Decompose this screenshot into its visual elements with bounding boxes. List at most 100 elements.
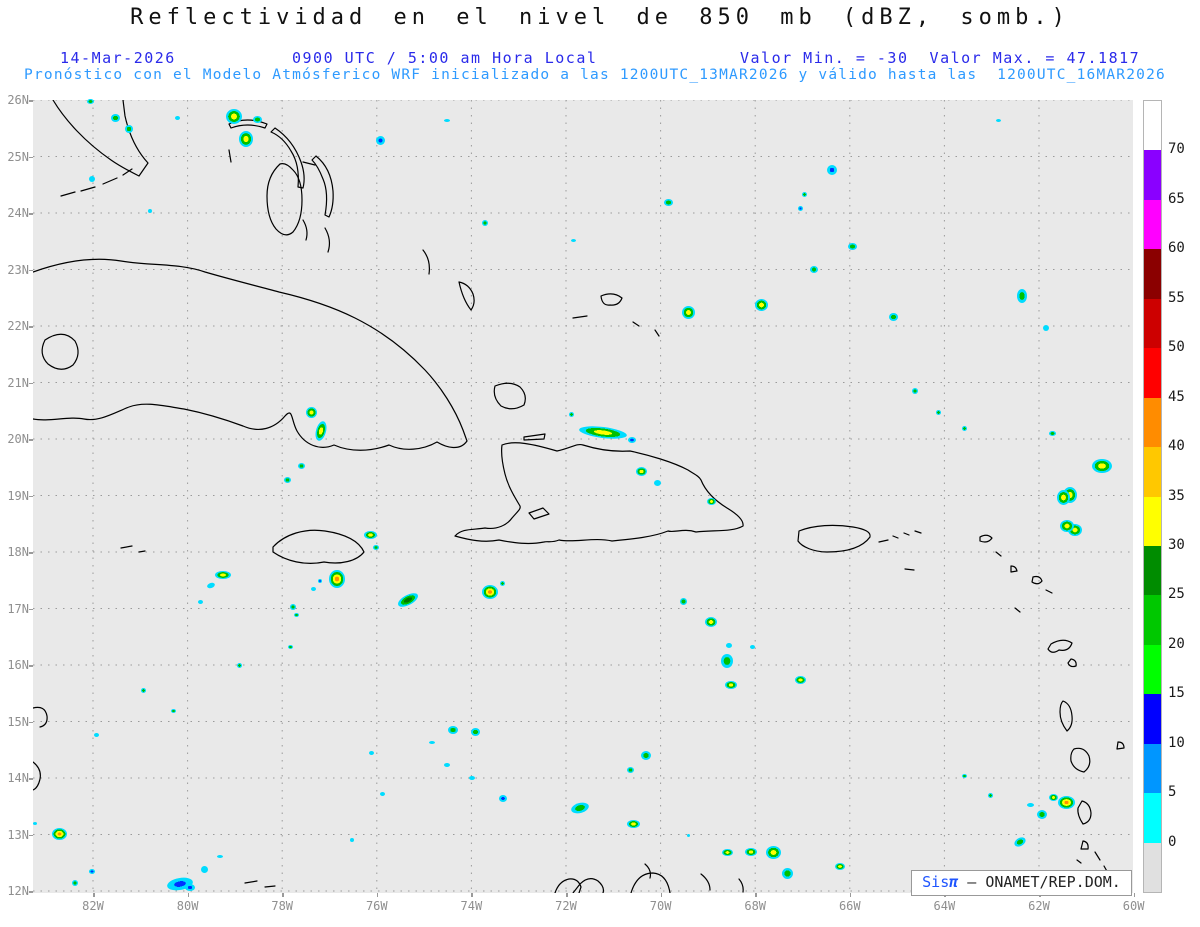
reflectivity-echo — [226, 108, 242, 124]
colorbar-tick-label: 60 — [1168, 240, 1185, 257]
coastlines-layer — [33, 100, 1125, 893]
onamet-label: – ONAMET/REP.DOM. — [958, 873, 1121, 891]
reflectivity-echo — [448, 726, 458, 734]
reflectivity-echo — [86, 98, 94, 104]
lat-axis-label: 19N — [7, 488, 29, 503]
reflectivity-echo — [429, 740, 435, 744]
reflectivity-echo — [310, 587, 316, 591]
coastline-cat-exuma — [302, 219, 331, 253]
reflectivity-echo — [679, 597, 687, 605]
lon-axis-tick — [187, 893, 190, 897]
colorbar-tick-label: 35 — [1168, 487, 1185, 504]
coastline-central-america — [33, 706, 48, 791]
reflectivity-echo — [297, 463, 305, 469]
lat-axis-label: 26N — [7, 93, 29, 107]
colorbar-tick-label: 5 — [1168, 784, 1177, 801]
coastline-cayman — [120, 545, 146, 553]
colorbar-tick-label: 0 — [1168, 833, 1177, 850]
reflectivity-echo — [686, 833, 690, 837]
lat-axis-label: 21N — [7, 375, 29, 390]
colorbar-segment — [1144, 743, 1161, 794]
lon-axis-tick — [849, 893, 852, 897]
reflectivity-echo — [174, 116, 180, 120]
reflectivity-echo — [148, 209, 152, 213]
colorbar-tick-label: 30 — [1168, 536, 1185, 553]
reflectivity-echo — [721, 654, 733, 668]
reflectivity-echo — [725, 681, 737, 689]
reflectivity-echo — [797, 205, 803, 211]
reflectivity-echo — [89, 176, 95, 182]
lat-axis-tick — [29, 721, 33, 723]
coastline-guadeloupe — [1047, 639, 1077, 668]
reflectivity-echo — [810, 265, 818, 273]
lon-axis-tick — [376, 893, 379, 897]
lat-axis-label: 20N — [7, 432, 29, 446]
colorbar-segment — [1144, 793, 1161, 843]
colorbar-tick-label: 20 — [1168, 635, 1185, 652]
reflectivity-echo — [745, 848, 757, 856]
reflectivity-echo — [373, 544, 379, 550]
reflectivity-echo — [961, 774, 967, 778]
lat-axis-tick — [29, 891, 33, 893]
lat-axis-label: 13N — [7, 827, 29, 842]
lon-axis-tick — [93, 893, 95, 897]
reflectivity-echo — [499, 794, 507, 802]
reflectivity-echo — [641, 750, 651, 760]
lat-axis-tick — [29, 269, 33, 271]
lat-axis-tick — [29, 834, 33, 836]
reflectivity-echo — [363, 531, 377, 539]
lat-axis-label: 16N — [7, 658, 29, 672]
coastline-grand-bahama — [228, 119, 268, 163]
reflectivity-echo — [835, 862, 845, 870]
reflectivity-echo — [200, 865, 208, 873]
lon-axis-tick — [660, 893, 663, 897]
coastline-bottom-fragments — [244, 880, 276, 888]
pi-icon: π — [949, 873, 959, 891]
lat-axis-label: 25N — [7, 149, 29, 164]
coastline-virgin-islands — [878, 530, 922, 571]
reflectivity-echo — [1026, 803, 1034, 807]
lat-axis-label: 17N — [7, 601, 29, 616]
colorbar-tick-label: 25 — [1168, 586, 1185, 603]
colorbar-segment — [1144, 101, 1161, 151]
colorbar-tick-label: 50 — [1168, 339, 1185, 356]
lon-axis-tick — [755, 893, 757, 897]
reflectivity-echo — [350, 838, 354, 842]
forecast-init-label: Pronóstico con el Modelo Atmósferico WRF… — [24, 67, 1166, 83]
lon-axis-label: 74W — [460, 899, 483, 913]
coastline-abc-islands — [644, 863, 744, 893]
coastline-puerto-rico — [797, 524, 871, 553]
reflectivity-echo — [293, 613, 299, 617]
reflectivity-echo — [1043, 325, 1049, 331]
coastline-caicos-turks — [572, 293, 660, 337]
reflectivity-echo — [444, 118, 450, 122]
coastline-florida-keys — [60, 168, 133, 197]
lat-axis-label: 18N — [7, 545, 29, 559]
reflectivity-echo — [765, 845, 781, 859]
reflectivity-echo — [329, 570, 345, 588]
reflectivity-echo — [912, 388, 918, 394]
reflectivity-echo — [1048, 430, 1056, 436]
coastline-hispaniola — [454, 442, 744, 545]
coastline-long-island-bah — [422, 249, 475, 311]
lat-axis-label: 14N — [7, 771, 29, 785]
lon-axis-label: 68W — [744, 899, 767, 913]
reflectivity-colorbar — [1143, 100, 1162, 893]
coastline-eleuthera — [311, 155, 334, 218]
colorbar-segment — [1144, 595, 1161, 645]
reflectivity-echo — [89, 868, 95, 874]
reflectivity-echo — [801, 191, 807, 197]
minmax-values-label: Valor Min. = -30 Valor Max. = 47.1817 — [740, 49, 1141, 67]
reflectivity-echo — [185, 883, 195, 891]
lon-axis-label: 62W — [1028, 899, 1050, 913]
lon-axis-label: 64W — [933, 899, 956, 913]
reflectivity-echo — [626, 767, 634, 773]
sispi-label: Sis — [922, 873, 950, 891]
colorbar-segment — [1144, 150, 1161, 200]
lon-axis-label: 76W — [365, 899, 388, 913]
reflectivity-echo — [653, 480, 661, 486]
lat-axis-label: 22N — [7, 319, 29, 333]
reflectivity-echo — [1060, 520, 1074, 532]
coastline-dominica — [1059, 700, 1073, 732]
reflectivity-echo — [469, 776, 475, 780]
